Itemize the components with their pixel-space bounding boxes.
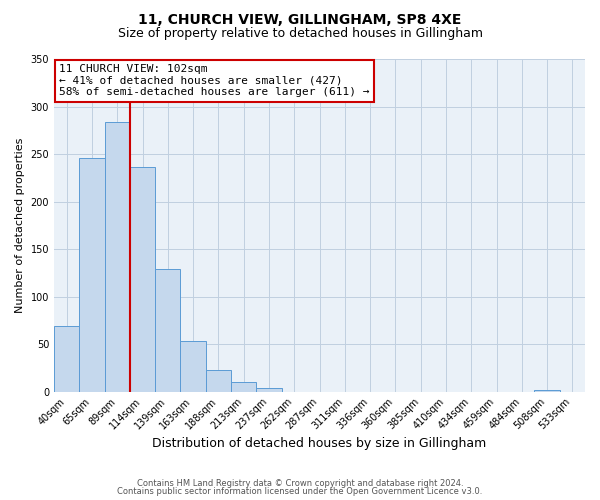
X-axis label: Distribution of detached houses by size in Gillingham: Distribution of detached houses by size … bbox=[152, 437, 487, 450]
Bar bbox=[256, 388, 281, 392]
Text: Size of property relative to detached houses in Gillingham: Size of property relative to detached ho… bbox=[118, 28, 482, 40]
Bar bbox=[231, 382, 256, 392]
Text: Contains public sector information licensed under the Open Government Licence v3: Contains public sector information licen… bbox=[118, 487, 482, 496]
Bar bbox=[79, 158, 104, 392]
Bar bbox=[155, 269, 181, 392]
Text: Contains HM Land Registry data © Crown copyright and database right 2024.: Contains HM Land Registry data © Crown c… bbox=[137, 478, 463, 488]
Text: 11, CHURCH VIEW, GILLINGHAM, SP8 4XE: 11, CHURCH VIEW, GILLINGHAM, SP8 4XE bbox=[139, 12, 461, 26]
Bar bbox=[54, 326, 79, 392]
Bar bbox=[206, 370, 231, 392]
Bar bbox=[181, 342, 206, 392]
Bar bbox=[535, 390, 560, 392]
Text: 11 CHURCH VIEW: 102sqm
← 41% of detached houses are smaller (427)
58% of semi-de: 11 CHURCH VIEW: 102sqm ← 41% of detached… bbox=[59, 64, 370, 97]
Bar bbox=[104, 122, 130, 392]
Y-axis label: Number of detached properties: Number of detached properties bbox=[15, 138, 25, 313]
Bar bbox=[130, 168, 155, 392]
